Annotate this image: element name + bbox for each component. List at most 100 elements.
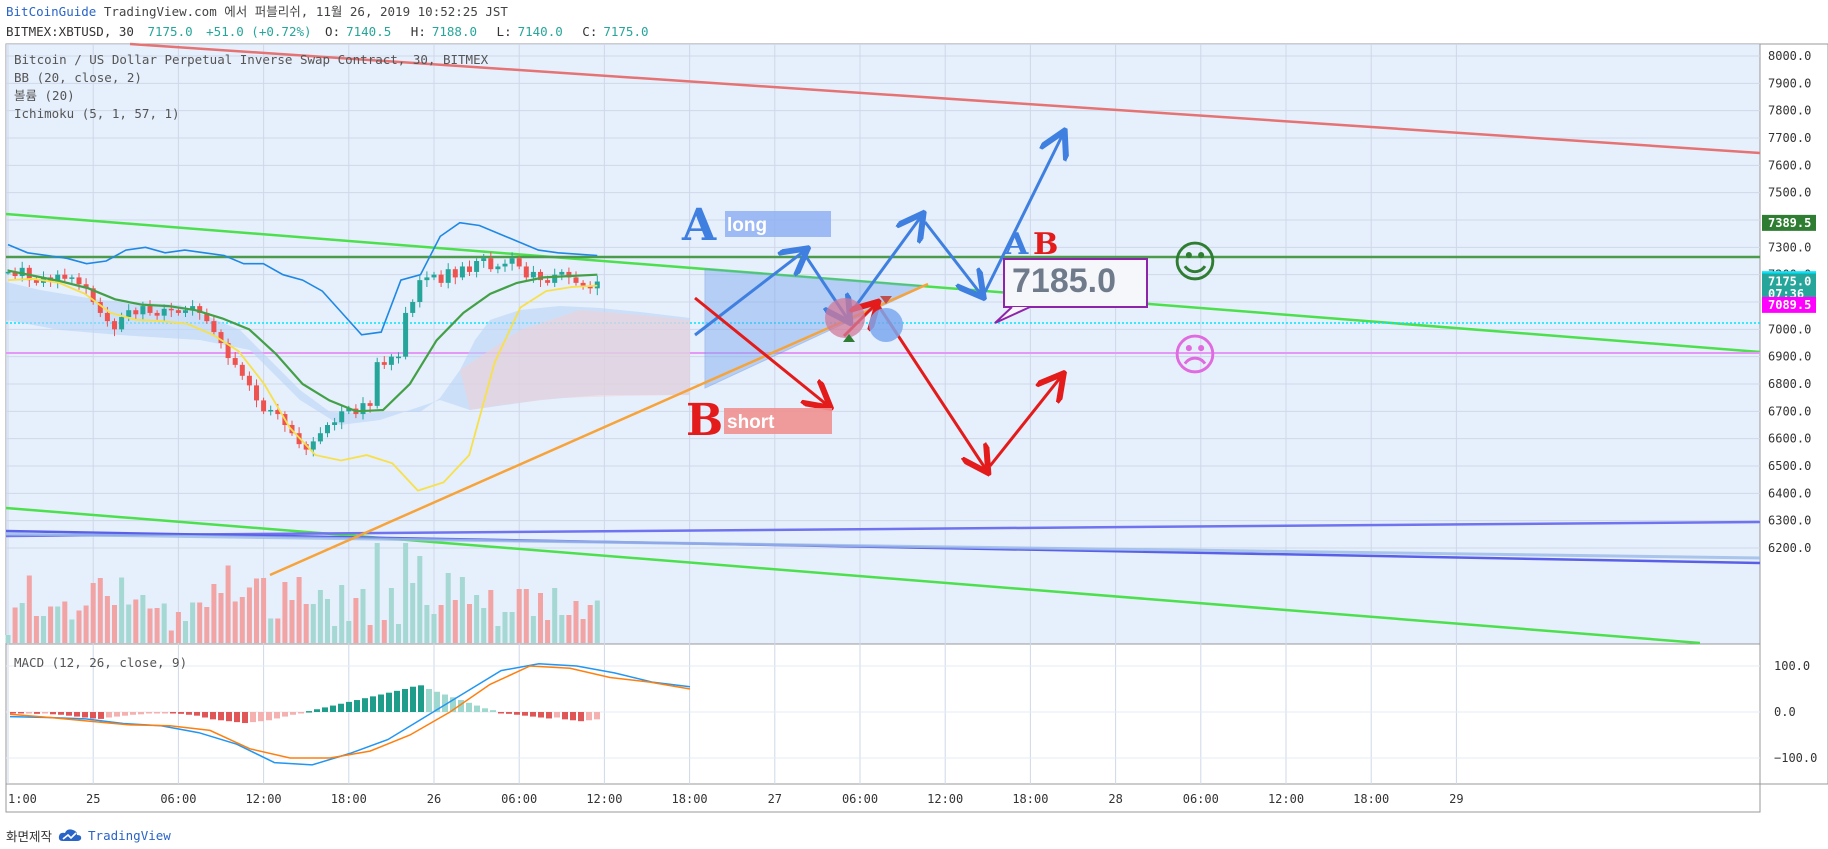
callout-pointer: [994, 306, 1031, 324]
candle-body: [523, 266, 529, 278]
candle-body: [204, 312, 210, 322]
x-tick-label: 06:00: [160, 792, 196, 806]
price-badge-label: 7089.5: [1768, 298, 1811, 312]
volume-bar: [325, 599, 330, 643]
macd-histogram-bar: [178, 712, 184, 714]
x-tick-label: 12:00: [246, 792, 282, 806]
macd-histogram-bar: [410, 686, 416, 712]
candle-body: [459, 266, 465, 278]
legend-ichimoku[interactable]: Ichimoku (5, 1, 57, 1): [14, 106, 180, 121]
volume-bar: [26, 575, 32, 643]
support-line-1: [5, 520, 1761, 538]
macd-histogram-bar: [418, 685, 424, 712]
macd-histogram-bar: [114, 712, 120, 717]
price-change: +51.0 (+0.72%): [206, 24, 312, 39]
y-tick-label: 7300.0: [1768, 240, 1811, 254]
footer-made: 화면제작: [6, 828, 53, 844]
macd-histogram-bar: [538, 712, 544, 718]
macd-histogram-bar: [594, 712, 600, 720]
volume-bar: [55, 606, 61, 643]
price-axis[interactable]: [1759, 43, 1828, 785]
target-circle-a: [869, 308, 903, 342]
macd-histogram-bar: [210, 712, 216, 720]
candle-body: [183, 310, 188, 313]
x-tick-label: 18:00: [672, 792, 708, 806]
x-tick-label: 12:00: [586, 792, 622, 806]
candle-body: [246, 375, 252, 386]
candle-body: [33, 280, 39, 283]
macd-histogram-bar: [546, 712, 552, 719]
y-tick-label: 6800.0: [1768, 377, 1811, 391]
volume-bar: [438, 605, 444, 643]
volume-bar: [303, 604, 309, 643]
y-tick-label: 6600.0: [1768, 432, 1811, 446]
volume-bar: [474, 595, 480, 643]
long-label: long: [727, 215, 767, 236]
volume-bar: [41, 616, 46, 643]
price-badge: [1762, 273, 1816, 290]
candle-body: [140, 306, 146, 315]
macd-histogram-bar: [234, 712, 240, 723]
candle-body: [580, 282, 586, 286]
volume-bar: [261, 578, 267, 643]
long-path-arrow: [923, 221, 980, 293]
candle-body: [225, 343, 231, 359]
ohlc-low: L: 7140.0: [496, 24, 563, 39]
volume-bar: [112, 605, 117, 643]
y-tick-label: 7600.0: [1768, 158, 1811, 172]
header-row-2: BITMEX:XBTUSD, 30 7175.0 +51.0 (+0.72%) …: [6, 22, 1816, 42]
candle-body: [232, 358, 238, 365]
volume-bar: [190, 602, 196, 643]
volume-bar: [594, 600, 600, 643]
legend-volume[interactable]: 볼륨 (20): [14, 88, 75, 103]
ohlc-close: C: 7175.0: [582, 24, 649, 39]
volume-bar: [367, 625, 373, 643]
volume-bar: [197, 602, 203, 643]
volume-bar: [90, 583, 96, 643]
macd-histogram-bar: [370, 696, 376, 712]
macd-histogram-bar: [378, 694, 384, 712]
candle-body: [218, 332, 224, 343]
lower-channel-line: [5, 506, 1701, 645]
volume-bar: [403, 543, 409, 643]
footer-brand[interactable]: TradingView: [88, 827, 171, 843]
y-tick-label: 7500.0: [1768, 186, 1811, 200]
legend-bb[interactable]: BB (20, close, 2): [14, 70, 142, 85]
candle-body: [545, 280, 551, 283]
volume-bar: [495, 626, 501, 643]
x-tick-label: 12:00: [1268, 792, 1304, 806]
volume-bar: [119, 577, 125, 643]
candle-body: [502, 263, 508, 267]
last-price: 7175.0: [147, 24, 193, 39]
volume-bar: [481, 608, 487, 643]
volume-bar: [310, 604, 316, 643]
candle-body: [161, 308, 167, 316]
macd-histogram-bar: [194, 712, 200, 716]
macd-histogram-bar: [458, 700, 464, 712]
candle-body: [573, 277, 579, 283]
x-tick-label: 18:00: [1353, 792, 1389, 806]
volume-bar: [204, 607, 210, 643]
publish-info: TradingView.com 에서 퍼블리쉬, 11월 26, 2019 10…: [103, 4, 508, 19]
macd-histogram-bar: [186, 712, 192, 715]
candle-body: [587, 285, 593, 289]
macd-histogram-bar: [106, 712, 112, 718]
macd-histogram-bar: [298, 712, 304, 714]
macd-histogram-bar: [26, 712, 32, 714]
time-axis[interactable]: [5, 783, 1761, 813]
legend-macd[interactable]: MACD (12, 26, close, 9): [14, 655, 187, 670]
short-tag: [724, 408, 832, 434]
macd-histogram-bar: [98, 712, 104, 719]
volume-bar: [332, 626, 338, 643]
candle-body: [55, 274, 61, 282]
volume-bar: [396, 624, 401, 643]
volume-bar: [516, 589, 522, 643]
x-tick-label: 26: [427, 792, 441, 806]
price-badge-label: 7389.5: [1768, 216, 1811, 230]
candle-body: [275, 409, 281, 415]
volume-bar: [353, 598, 359, 643]
candle-body: [594, 281, 600, 289]
author-link[interactable]: BitCoinGuide: [6, 4, 97, 19]
macd-histogram-bar: [202, 712, 208, 718]
